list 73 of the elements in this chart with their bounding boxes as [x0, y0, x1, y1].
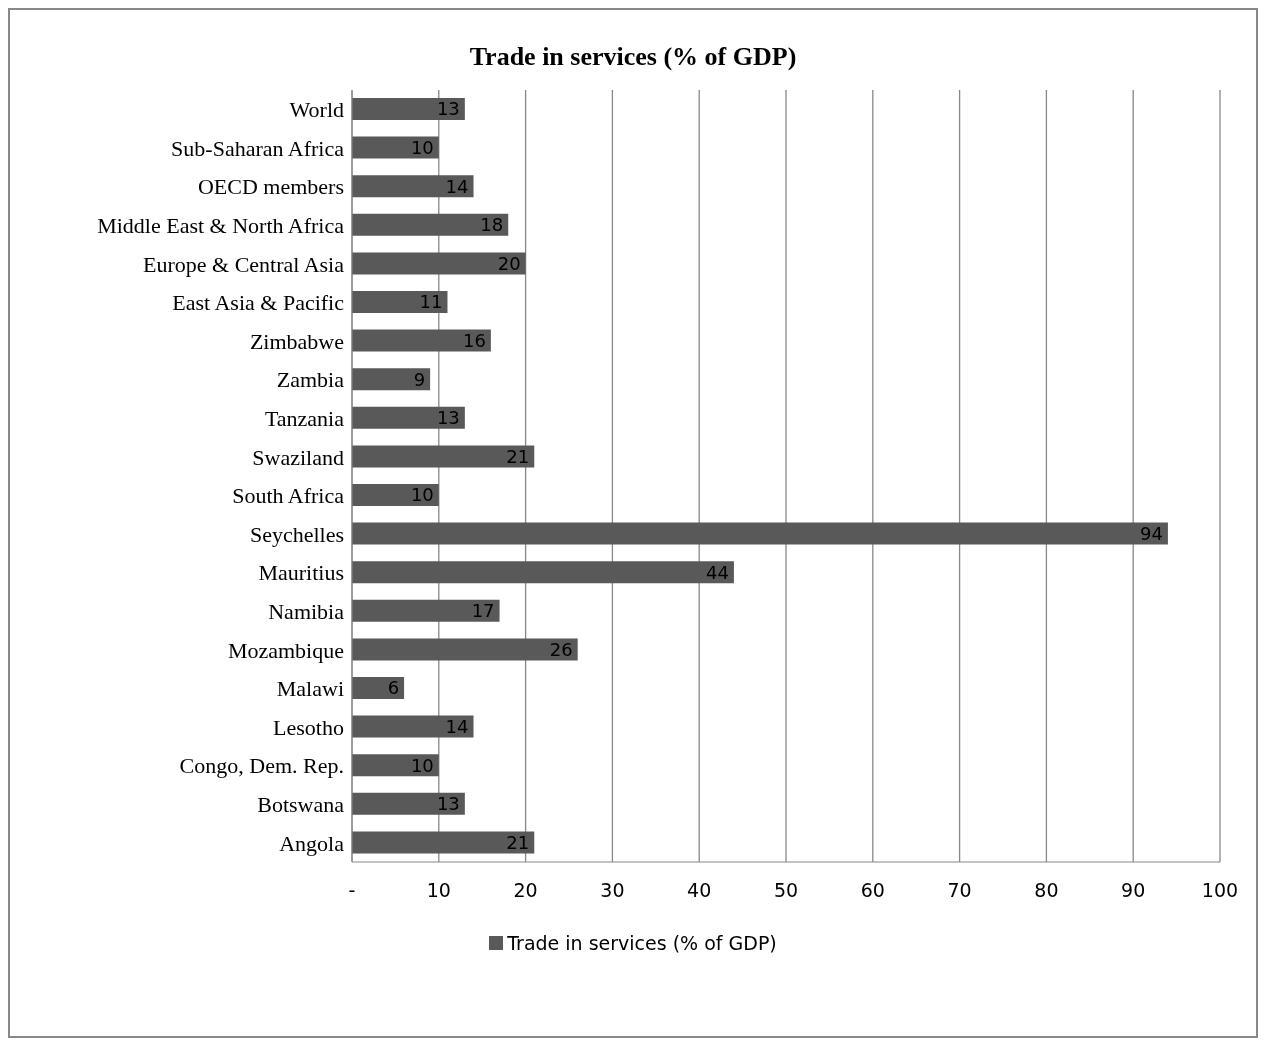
- data-label: 14: [445, 175, 469, 197]
- chart-title: Trade in services (% of GDP): [468, 42, 798, 72]
- bar: [352, 484, 439, 506]
- data-label: 26: [549, 638, 573, 660]
- data-label: 6: [387, 677, 400, 699]
- y-tick-label: Swaziland: [252, 444, 344, 470]
- bar: [352, 638, 578, 661]
- data-label: 94: [1140, 522, 1163, 544]
- data-label: 13: [436, 98, 460, 120]
- y-tick-label: Seychelles: [249, 521, 344, 547]
- bar: [352, 368, 431, 391]
- bar: [352, 98, 465, 120]
- x-tick-label: 60: [860, 879, 885, 902]
- bar: [352, 677, 405, 699]
- y-tick-label: Angola: [279, 830, 345, 856]
- y-tick-label: Mozambique: [227, 637, 344, 663]
- x-tick-label: 10: [426, 879, 451, 902]
- bar: [352, 213, 509, 236]
- bar: [352, 252, 526, 275]
- bar: [352, 175, 474, 198]
- legend-label: Trade in services (% of GDP): [506, 932, 777, 954]
- data-label: 9: [413, 368, 426, 390]
- y-tick-label: South Africa: [232, 483, 345, 509]
- bar: [352, 445, 535, 468]
- bar: [352, 754, 439, 777]
- data-label: 20: [497, 252, 521, 274]
- data-label: 10: [410, 136, 434, 158]
- y-tick-label: Europe & Central Asia: [142, 251, 345, 277]
- y-tick-label: Sub-Saharan Africa: [171, 135, 345, 161]
- bar: [352, 136, 439, 159]
- data-label: 13: [436, 407, 460, 429]
- bar: [352, 715, 474, 738]
- data-label: 10: [410, 484, 434, 506]
- y-tick-label: East Asia & Pacific: [172, 290, 345, 316]
- y-tick-label: Mauritius: [258, 560, 344, 586]
- x-tick-label: 100: [1201, 879, 1239, 902]
- data-label: 14: [445, 715, 469, 737]
- bar: [352, 329, 491, 352]
- bar: [352, 291, 448, 313]
- bar: [352, 522, 1168, 545]
- x-tick-label: 20: [513, 879, 538, 902]
- bar: [352, 599, 500, 622]
- data-label: 44: [706, 561, 729, 583]
- x-tick-label: 90: [1121, 879, 1146, 902]
- y-tick-label: Botswana: [257, 791, 345, 817]
- x-tick-label: 80: [1034, 879, 1059, 902]
- x-tick-label: 70: [947, 879, 972, 902]
- y-tick-label: Malawi: [276, 676, 344, 702]
- bar: [352, 792, 465, 815]
- bar: [352, 561, 734, 584]
- y-tick-label: Middle East & North Africa: [97, 212, 345, 238]
- bar: [352, 831, 535, 854]
- y-tick-label: Congo, Dem. Rep.: [179, 753, 344, 779]
- data-label: 18: [480, 214, 504, 236]
- data-label: 11: [419, 291, 443, 313]
- x-tick-label: 40: [687, 879, 712, 902]
- y-tick-label: Zambia: [276, 367, 345, 393]
- bar: [352, 406, 465, 429]
- y-tick-label: Zimbabwe: [249, 328, 344, 354]
- data-label: 13: [436, 793, 460, 815]
- data-label: 10: [410, 754, 434, 776]
- data-label: 16: [462, 329, 486, 351]
- y-tick-label: Tanzania: [264, 405, 345, 431]
- x-tick-label: 50: [773, 879, 799, 902]
- x-tick-label: -: [348, 879, 356, 902]
- y-tick-label: OECD members: [197, 174, 344, 200]
- data-label: 21: [506, 831, 530, 853]
- x-tick-label: 30: [600, 879, 625, 902]
- data-label: 17: [471, 600, 495, 622]
- y-tick-label: Namibia: [268, 598, 345, 624]
- y-tick-label: World: [289, 97, 344, 123]
- y-tick-label: Lesotho: [273, 714, 344, 740]
- data-label: 21: [506, 445, 530, 467]
